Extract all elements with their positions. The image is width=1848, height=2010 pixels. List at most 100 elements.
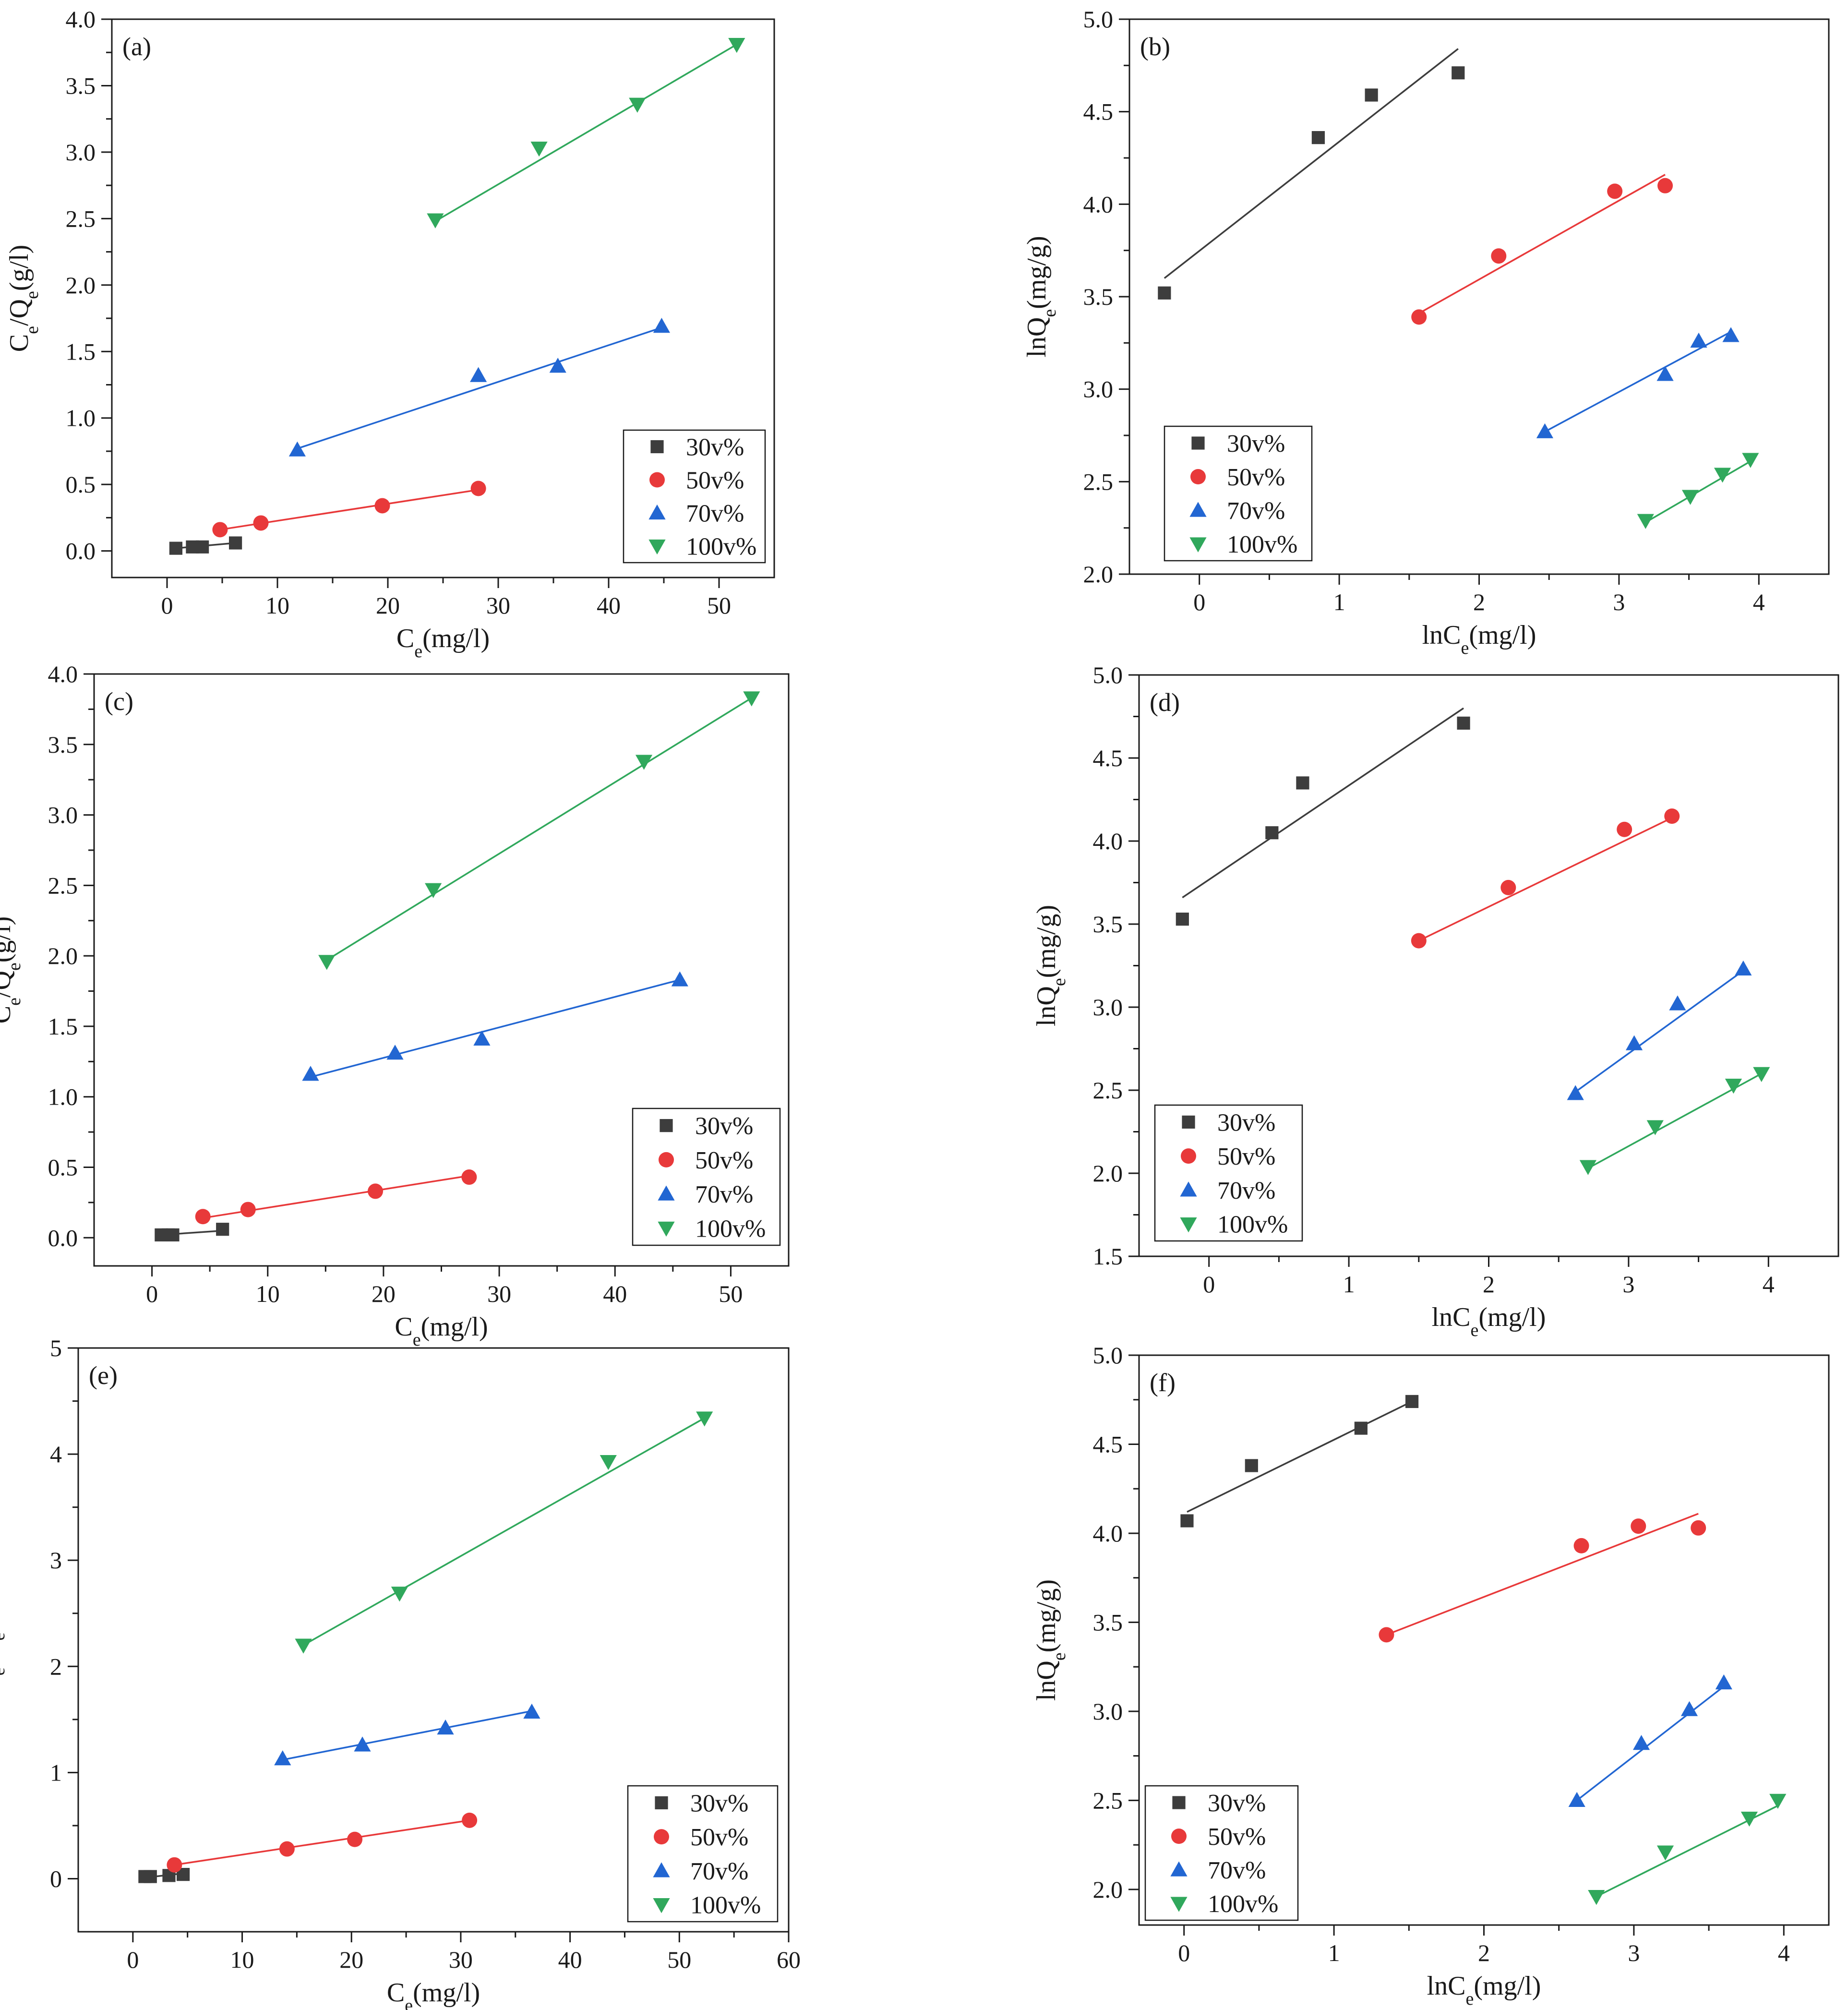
fit-line (1386, 1513, 1699, 1636)
legend-label: 50v% (686, 467, 744, 494)
y-tick-label: 4.5 (1083, 98, 1114, 125)
y-tick-label: 2 (50, 1653, 62, 1680)
x-tick-label: 3 (1622, 1271, 1634, 1298)
fit-line (1418, 174, 1666, 314)
legend-label: 100v% (1208, 1890, 1278, 1918)
y-tick-label: 1.5 (1093, 1243, 1123, 1270)
y-tick-label: 0 (50, 1865, 62, 1892)
fit-line (297, 326, 662, 450)
y-tick-label: 2.0 (1083, 561, 1114, 588)
x-tick-label: 0 (1178, 1939, 1190, 1966)
legend-label: 70v% (695, 1181, 753, 1208)
data-point (425, 883, 442, 898)
data-point (1656, 1845, 1674, 1861)
data-point (1311, 131, 1325, 144)
fit-line (435, 44, 737, 222)
fit-line (282, 1710, 532, 1761)
legend-marker (653, 1862, 670, 1878)
data-point (288, 441, 306, 457)
data-point (167, 1857, 182, 1873)
legend-label: 100v% (1227, 531, 1297, 558)
legend-label: 70v% (690, 1858, 748, 1885)
data-point (1588, 1890, 1605, 1905)
x-tick-label: 3 (1628, 1939, 1640, 1966)
y-tick-label: 4.0 (66, 6, 96, 33)
x-tick-label: 20 (339, 1946, 363, 1973)
panel-label: (b) (1140, 32, 1170, 61)
legend-marker (658, 1185, 675, 1201)
legend-box (1154, 1104, 1303, 1242)
fit-line (1164, 48, 1459, 279)
legend-marker (1180, 1181, 1197, 1197)
x-tick-label: 10 (265, 592, 289, 619)
data-point (1680, 1701, 1698, 1716)
chart-panel-5: 0 1 2 3 4 2.0 2.5 3.0 3.5 4.0 4.5 5.0 lnCe(mg/l) lnQe… (1032, 1342, 1830, 2009)
data-point (195, 1209, 211, 1225)
legend: 30v% 50v% 70v% 100v% (1144, 1785, 1299, 1921)
fit-line (1418, 817, 1672, 942)
data-point (653, 318, 670, 333)
legend-marker (1191, 436, 1205, 450)
legend: 30v% 50v% 70v% 100v% (1164, 425, 1313, 562)
y-tick-label: 5.0 (1093, 662, 1123, 688)
data-point (728, 38, 745, 53)
data-point (600, 1455, 617, 1470)
legend-box (632, 1107, 781, 1246)
legend: 30v% 50v% 70v% 100v% (1154, 1104, 1303, 1242)
data-point (1405, 1395, 1419, 1408)
legend-box (1144, 1785, 1299, 1921)
legend-label: 70v% (1227, 497, 1285, 525)
data-point (212, 522, 228, 538)
legend-label: 50v% (1208, 1823, 1266, 1851)
x-axis-title: Ce(mg/l) (395, 1312, 488, 1350)
chart-panel-1: 0 1 2 3 4 2.0 2.5 3.0 3.5 4.0 4.5 5.0 lnCe(mg/l) lnQe… (1022, 6, 1830, 658)
data-point (253, 515, 269, 531)
x-tick-label: 1 (1333, 589, 1345, 615)
data-point (473, 1030, 491, 1046)
x-tick-label: 50 (707, 592, 731, 619)
legend-box (627, 1785, 779, 1923)
y-tick-label: 1.5 (66, 338, 96, 365)
data-point (1457, 716, 1470, 730)
x-tick-label: 30 (487, 1280, 511, 1307)
legend-label: 30v% (686, 434, 744, 461)
y-tick-label: 1.0 (66, 405, 96, 432)
chart-panel-0: 0 10 20 30 40 50 0.0 0.5 1.0 1.5 2.0 2.5 3.0 3.5 4.0 Ce… (4, 6, 775, 662)
y-tick-label: 0.5 (48, 1154, 78, 1181)
chart-panel-2: 0 10 20 30 40 50 0.0 0.5 1.0 1.5 2.0 2.5 3.0 3.5 4.0 Ce… (0, 661, 790, 1350)
legend-label: 30v% (1217, 1109, 1275, 1136)
x-tick-label: 4 (1763, 1271, 1775, 1298)
x-tick-label: 0 (1203, 1271, 1215, 1298)
fit-line (326, 697, 752, 961)
data-point (1735, 960, 1752, 976)
data-point (391, 1587, 408, 1602)
data-point (1245, 1459, 1258, 1472)
legend-label: 30v% (1227, 430, 1285, 457)
y-axis-title: lnQe(mg/g) (1032, 1579, 1069, 1701)
legend-marker (649, 472, 665, 488)
data-point (470, 367, 487, 382)
data-point (318, 955, 336, 970)
x-tick-label: 1 (1343, 1271, 1355, 1298)
data-point (1722, 327, 1740, 342)
y-tick-label: 2.5 (48, 872, 78, 899)
data-point (166, 1228, 180, 1242)
data-point (354, 1736, 371, 1752)
x-tick-label: 50 (667, 1946, 691, 1973)
y-tick-label: 3.5 (1093, 1609, 1123, 1636)
legend-label: 50v% (1227, 464, 1285, 491)
x-tick-label: 2 (1478, 1939, 1490, 1966)
data-point (523, 1703, 540, 1719)
data-point (1681, 490, 1699, 505)
legend-label: 70v% (1208, 1857, 1266, 1884)
x-tick-label: 30 (486, 592, 510, 619)
x-tick-label: 40 (597, 592, 621, 619)
chart-panel-4: 0 10 20 30 40 50 60 0 1 2 3 4 5 Ce(mg/l) Ce/Qe(g/l) (e)… (0, 1335, 801, 2010)
panel-label: (e) (89, 1361, 118, 1390)
legend-label: 100v% (695, 1215, 766, 1242)
fit-line (1645, 460, 1751, 523)
legend-marker (658, 1221, 675, 1237)
data-point (302, 1066, 319, 1081)
legend-label: 30v% (695, 1113, 753, 1140)
